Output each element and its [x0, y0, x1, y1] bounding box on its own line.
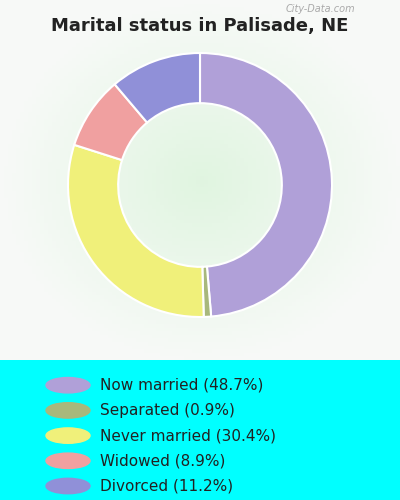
Text: Never married (30.4%): Never married (30.4%): [100, 428, 276, 443]
Wedge shape: [200, 53, 332, 316]
Text: Divorced (11.2%): Divorced (11.2%): [100, 478, 233, 494]
Text: Separated (0.9%): Separated (0.9%): [100, 403, 235, 418]
Text: City-Data.com: City-Data.com: [286, 4, 355, 14]
Circle shape: [46, 402, 90, 418]
Text: Widowed (8.9%): Widowed (8.9%): [100, 454, 225, 468]
Wedge shape: [74, 84, 147, 160]
Circle shape: [46, 453, 90, 468]
Text: Marital status in Palisade, NE: Marital status in Palisade, NE: [51, 18, 349, 36]
Wedge shape: [202, 266, 211, 317]
Wedge shape: [115, 53, 200, 122]
Circle shape: [46, 428, 90, 444]
Circle shape: [46, 478, 90, 494]
Wedge shape: [68, 145, 204, 317]
Circle shape: [46, 378, 90, 393]
Text: Now married (48.7%): Now married (48.7%): [100, 378, 263, 392]
